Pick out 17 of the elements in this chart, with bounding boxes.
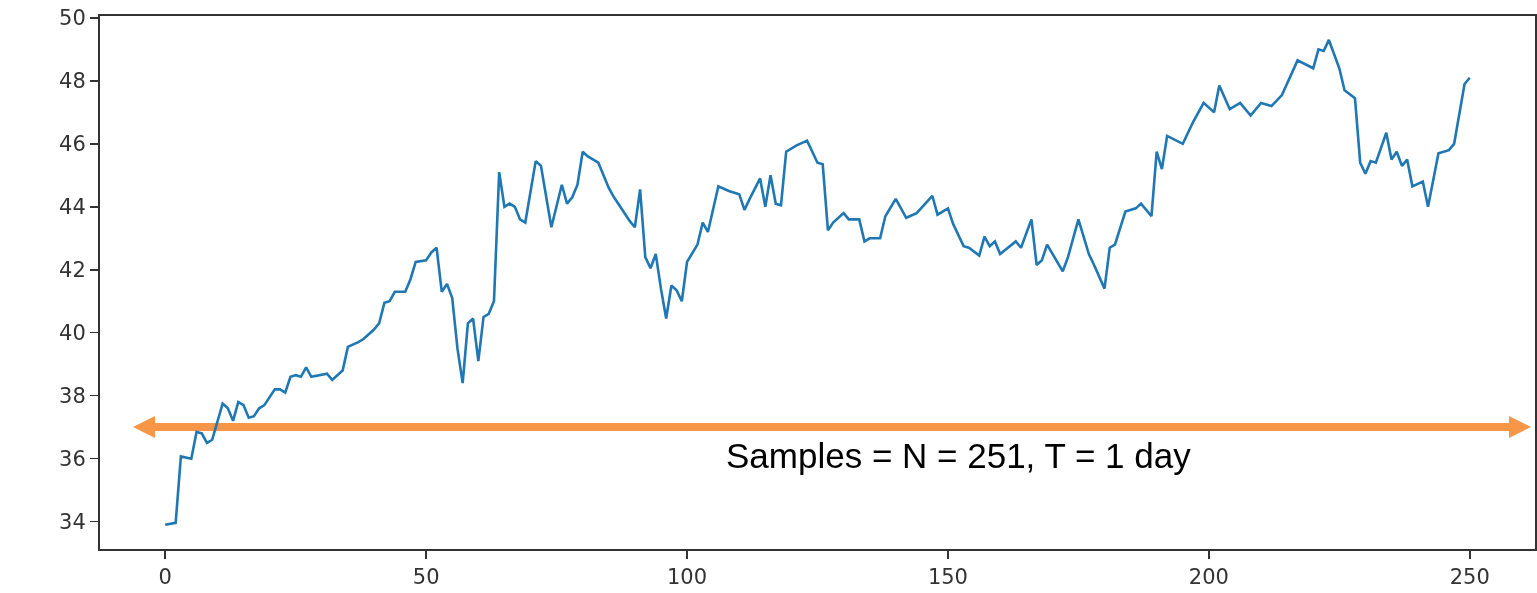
x-tick-label: 150 [927, 565, 968, 590]
y-tick-label: 46 [59, 132, 86, 157]
y-tick-label: 34 [59, 509, 86, 534]
y-tick-label: 40 [59, 321, 86, 346]
line-series [163, 38, 1472, 527]
x-tick-label: 200 [1188, 565, 1229, 590]
y-tick-label: 38 [59, 384, 86, 409]
y-tick-label: 48 [59, 69, 86, 94]
annotation: Samples = N = 251, T = 1 day [726, 436, 1192, 475]
y-tick-label: 36 [59, 447, 86, 471]
x-tick-label: 0 [158, 565, 172, 590]
x-tick-label: 250 [1449, 565, 1490, 590]
y-tick-label: 50 [59, 6, 86, 31]
y-tick-label: 44 [59, 195, 86, 220]
x-tick-label: 100 [667, 565, 708, 590]
y-tick-label: 42 [59, 258, 86, 283]
x-tick-label: 50 [412, 565, 440, 590]
